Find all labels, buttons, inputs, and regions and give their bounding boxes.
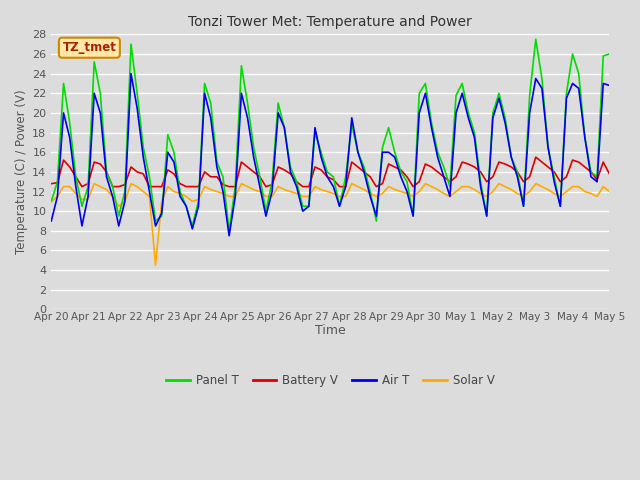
Legend: Panel T, Battery V, Air T, Solar V: Panel T, Battery V, Air T, Solar V (161, 369, 499, 392)
Y-axis label: Temperature (C) / Power (V): Temperature (C) / Power (V) (15, 90, 28, 254)
Text: TZ_tmet: TZ_tmet (63, 41, 116, 54)
X-axis label: Time: Time (315, 324, 346, 336)
Title: Tonzi Tower Met: Temperature and Power: Tonzi Tower Met: Temperature and Power (188, 15, 472, 29)
